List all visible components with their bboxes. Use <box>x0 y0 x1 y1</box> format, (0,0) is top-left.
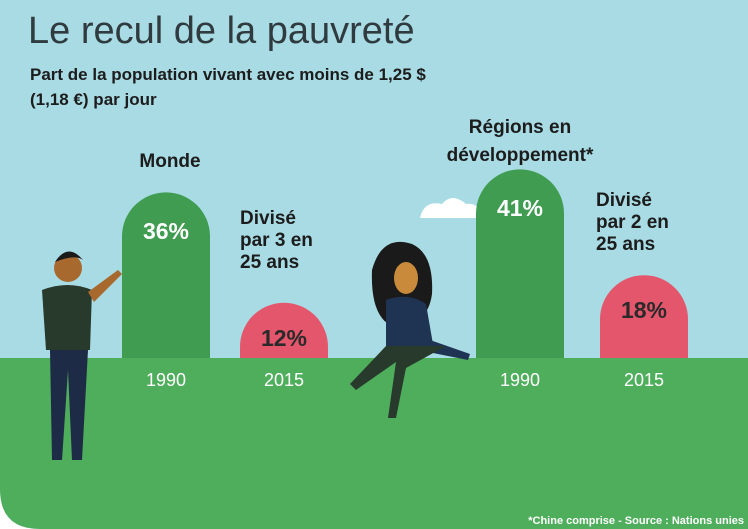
category-label: 1990 <box>145 370 187 390</box>
bar <box>240 302 328 358</box>
category-label: 1990 <box>499 370 541 390</box>
ground <box>0 358 748 529</box>
bar <box>122 192 210 358</box>
annotation: Divisé par 2 en 25 ans <box>596 190 669 255</box>
bar <box>476 169 564 358</box>
title: Le recul de la pauvreté <box>28 10 415 52</box>
bar <box>600 275 688 358</box>
value-label: 18% <box>620 297 668 324</box>
cloud <box>420 198 480 218</box>
man-figure <box>42 251 122 460</box>
category-label: 2015 <box>263 370 305 390</box>
group-title: Régions en développement* <box>446 117 594 166</box>
value-label: 36% <box>142 218 190 245</box>
value-label: 41% <box>496 195 544 222</box>
source: *Chine comprise - Source : Nations unies <box>528 515 744 527</box>
annotation: Divisé par 3 en 25 ans <box>240 208 313 273</box>
subtitle: Part de la population vivant avec moins … <box>30 65 426 109</box>
value-label: 12% <box>260 324 308 351</box>
woman-figure <box>350 241 470 418</box>
group-title: Monde <box>139 151 201 172</box>
category-label: 2015 <box>623 370 665 390</box>
